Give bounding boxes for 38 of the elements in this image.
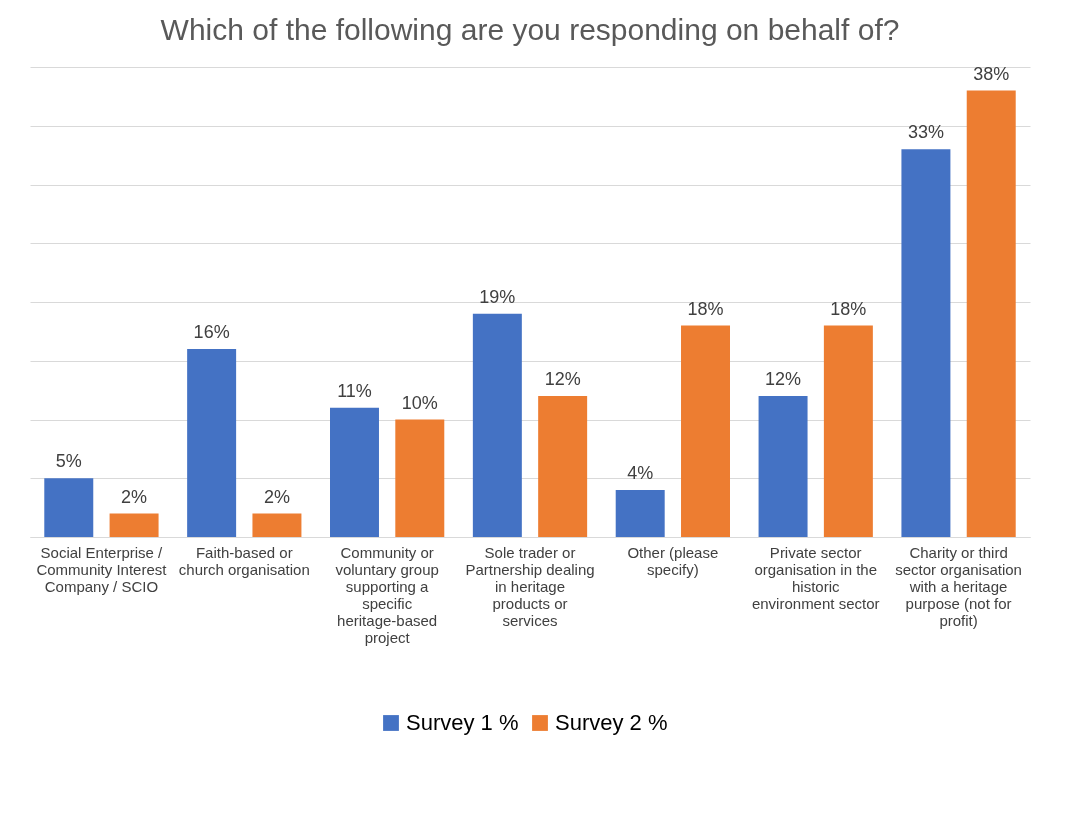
x-tick-label: Social Enterprise / Community Interest Company / SCIO: [36, 543, 168, 595]
data-label: 10%: [401, 392, 438, 413]
x-tick-label: Other (please specify): [627, 543, 719, 578]
data-label: 2%: [263, 486, 290, 507]
bar: [395, 419, 445, 537]
data-label: 12%: [765, 369, 802, 389]
bar: [44, 478, 94, 537]
data-label: 18%: [687, 298, 724, 319]
bar: [109, 513, 159, 537]
bar: [966, 90, 1016, 537]
bar: [823, 325, 873, 537]
bar: [681, 325, 730, 537]
bar: [901, 149, 951, 537]
x-tick-label: Community or voluntary group supporting a specific heritage-based project: [335, 543, 439, 646]
data-label: 2%: [121, 486, 148, 507]
bar: [330, 407, 379, 537]
bar: [758, 396, 808, 537]
data-label: 19%: [479, 286, 516, 307]
bar: [187, 349, 237, 537]
legend-label: Survey 1 %: [406, 710, 519, 735]
data-label: 16%: [193, 322, 230, 342]
data-label: 4%: [627, 463, 654, 483]
data-label: 5%: [55, 451, 82, 472]
bar: [252, 513, 302, 537]
data-label: 11%: [337, 380, 372, 401]
x-tick-label: Faith-based or church organisation: [178, 543, 310, 578]
data-label: 38%: [973, 63, 1010, 84]
chart-title: Which of the following are you responding on behalf of?: [160, 12, 900, 46]
legend-label: Survey 2 %: [555, 710, 668, 735]
bar: [615, 490, 665, 537]
bar: [472, 313, 522, 537]
data-label: 12%: [544, 369, 581, 389]
data-label: 33%: [907, 122, 944, 143]
x-tick-label: Charity or third sector organisation with a heritage purpose (not for profit): [895, 543, 1022, 629]
x-tick-label: Private sector organisation in the historic environment sector: [751, 543, 880, 612]
data-label: 18%: [830, 298, 867, 319]
x-tick-label: Sole trader or Partnership dealing in heritage products or services: [465, 543, 595, 629]
bar: [538, 396, 588, 537]
